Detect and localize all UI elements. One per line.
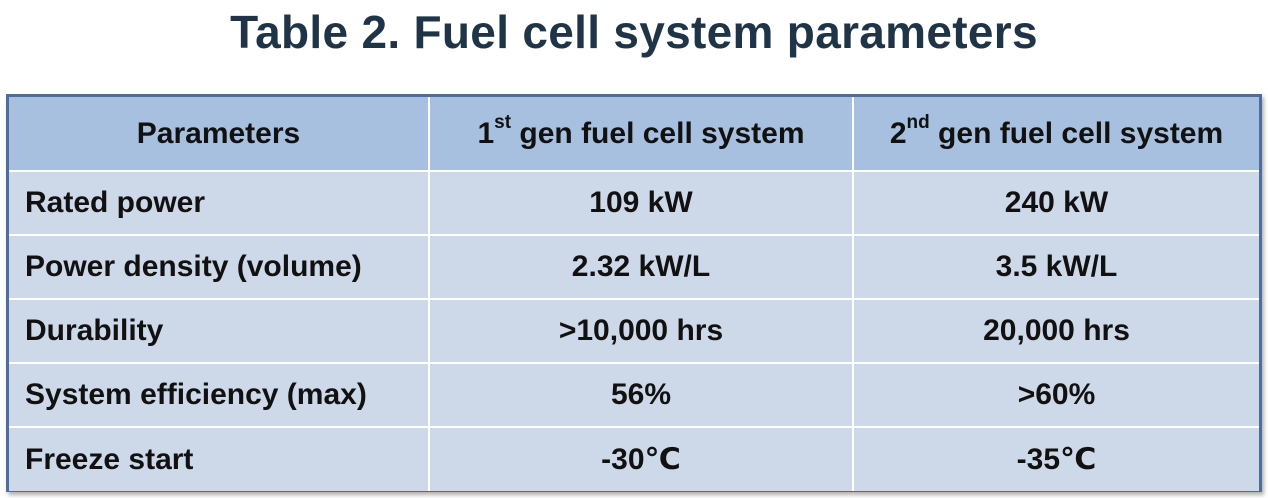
header-2nd-gen: 2nd gen fuel cell system (852, 97, 1259, 172)
header-1st-gen: 1st gen fuel cell system (428, 97, 854, 172)
row-gen2-value: >60% (852, 362, 1259, 428)
header-1st-gen-text: gen fuel cell system (511, 116, 805, 150)
row-parameter: System efficiency (max) (9, 362, 430, 428)
table-row: Freeze start -30℃ -35℃ (9, 426, 1259, 491)
row-parameter: Rated power (9, 170, 430, 236)
row-gen2-value: 240 kW (852, 170, 1259, 236)
header-1st-gen-num: 1 (477, 116, 495, 150)
row-parameter: Power density (volume) (9, 234, 430, 300)
table-row: System efficiency (max) 56% >60% (9, 362, 1259, 428)
row-gen1-value: -30℃ (428, 426, 854, 491)
parameters-table: Parameters 1st gen fuel cell system 2nd … (6, 94, 1262, 492)
header-2nd-gen-text: gen fuel cell system (929, 116, 1224, 150)
table-header-row: Parameters 1st gen fuel cell system 2nd … (9, 97, 1259, 172)
row-parameter: Freeze start (9, 426, 430, 491)
header-2nd-gen-sup: nd (906, 111, 930, 133)
table-row: Rated power 109 kW 240 kW (9, 170, 1259, 236)
row-gen2-value: 20,000 hrs (852, 298, 1259, 364)
table-title: Table 2. Fuel cell system parameters (230, 6, 1038, 58)
row-gen1-value: 2.32 kW/L (428, 234, 854, 300)
table-row: Power density (volume) 2.32 kW/L 3.5 kW/… (9, 234, 1259, 300)
row-gen1-value: 109 kW (428, 170, 854, 236)
header-parameters: Parameters (9, 97, 430, 172)
row-gen1-value: 56% (428, 362, 854, 428)
parameters-table-grid: Parameters 1st gen fuel cell system 2nd … (9, 97, 1259, 491)
table-row: Durability >10,000 hrs 20,000 hrs (9, 298, 1259, 364)
row-gen2-value: -35℃ (852, 426, 1259, 491)
header-2nd-gen-num: 2 (889, 116, 907, 150)
row-gen1-value: >10,000 hrs (428, 298, 854, 364)
header-1st-gen-sup: st (494, 111, 512, 133)
row-parameter: Durability (9, 298, 430, 364)
row-gen2-value: 3.5 kW/L (852, 234, 1259, 300)
